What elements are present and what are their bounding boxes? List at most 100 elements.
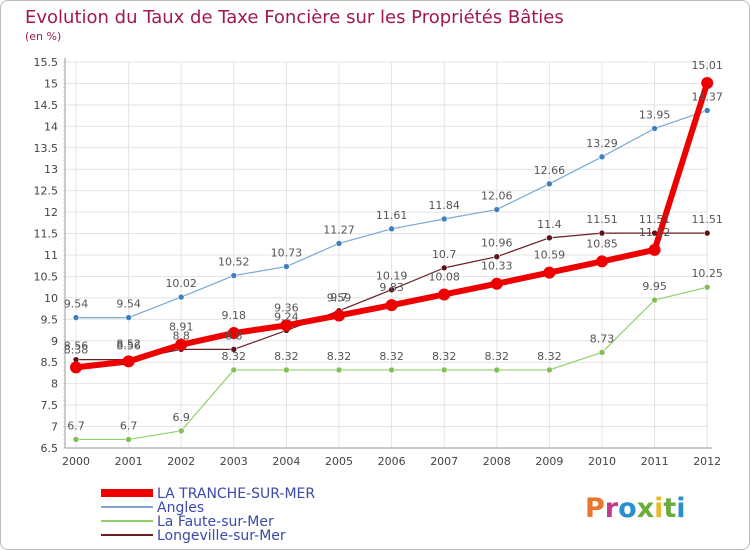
data-label: 12.66 [534, 164, 566, 177]
data-point [333, 309, 345, 322]
y-tick-label: 15.5 [34, 56, 59, 69]
data-label: 10.7 [432, 248, 457, 261]
data-label: 9.54 [116, 298, 141, 311]
data-label: 8.32 [379, 350, 404, 363]
data-label: 10.52 [218, 256, 250, 269]
y-tick-label: 12.5 [34, 185, 59, 198]
data-point [440, 264, 448, 272]
gridlines [65, 61, 708, 449]
data-point [598, 349, 606, 356]
x-tick-label: 2009 [535, 455, 563, 468]
y-tick-label: 10 [44, 292, 58, 305]
data-label: 9.24 [274, 310, 299, 323]
data-label: 13.29 [586, 137, 618, 150]
data-label: 6.7 [120, 419, 138, 432]
data-point [230, 346, 238, 353]
data-label: 8.73 [590, 332, 615, 345]
data-point [335, 366, 343, 374]
series-lines [70, 77, 714, 443]
data-label: 10.25 [691, 267, 723, 280]
legend-label: Angles [157, 500, 204, 516]
data-label: 9.95 [642, 280, 667, 293]
data-point [122, 355, 135, 368]
legend-label: LA TRANCHE-SUR-MER [157, 486, 315, 502]
y-tick-label: 8.5 [41, 356, 59, 369]
data-label: 11.61 [376, 209, 408, 222]
data-label: 10.02 [165, 277, 197, 290]
y-tick-label: 14.5 [34, 99, 59, 112]
data-point [125, 436, 132, 443]
data-label: 11.4 [537, 218, 562, 231]
data-point [72, 314, 80, 321]
data-point [546, 234, 553, 242]
data-label: 8.56 [116, 340, 141, 353]
y-tick-label: 7.5 [41, 399, 59, 412]
x-tick-label: 2005 [325, 455, 353, 468]
data-label: 8.32 [485, 350, 510, 363]
x-tick-label: 2006 [378, 455, 406, 468]
data-labels: 8.56 8.56 8.8 8.8 9.24 9.7 10.19 10.7 10.96 11.4 1… [64, 59, 723, 432]
data-label: 9.36 [274, 301, 299, 314]
data-point [227, 327, 240, 340]
data-point [388, 286, 395, 294]
data-point [230, 366, 238, 374]
x-tick-label: 2008 [483, 455, 511, 468]
data-label: 10.59 [534, 249, 566, 262]
data-label: 8.56 [64, 340, 89, 353]
data-point [703, 283, 711, 291]
data-label: 13.95 [639, 108, 671, 121]
data-label: 8.32 [432, 350, 457, 363]
data-label: 9.7 [330, 291, 348, 304]
data-label: 8.91 [169, 321, 194, 334]
legend-label: La Faute-sur-Mer [157, 514, 274, 530]
data-point [546, 366, 553, 374]
data-point [177, 427, 185, 435]
data-point [493, 206, 501, 213]
data-label: 11.27 [323, 223, 355, 236]
data-point [598, 229, 606, 237]
data-point [440, 366, 448, 374]
x-tick-label: 2012 [693, 455, 721, 468]
data-point [335, 240, 343, 247]
data-point [438, 288, 451, 301]
data-label: 15.01 [691, 59, 723, 72]
data-label: 9.59 [327, 291, 352, 304]
data-point [543, 266, 556, 279]
data-point [283, 366, 290, 374]
y-tick-label: 9 [51, 335, 58, 348]
data-point [493, 366, 501, 374]
data-label: 6.7 [67, 419, 85, 432]
y-tick-label: 11 [44, 249, 58, 262]
data-point [546, 180, 553, 188]
data-point [701, 77, 714, 90]
data-point [490, 277, 503, 290]
x-tick-label: 2000 [62, 455, 90, 468]
data-point [388, 366, 395, 374]
y-tick-label: 15 [44, 77, 58, 90]
y-tick-label: 9.5 [41, 313, 59, 326]
data-label: 8.52 [116, 337, 141, 350]
data-label: 8.32 [537, 350, 562, 363]
data-label: 8.8 [225, 329, 243, 342]
data-label: 10.33 [481, 260, 513, 273]
data-point [177, 293, 185, 301]
data-label: 11.84 [428, 199, 460, 212]
data-label: 11.51 [586, 213, 618, 226]
chart-title: Evolution du Taux de Taxe Foncière sur l… [25, 7, 564, 28]
data-label: 8.32 [327, 350, 352, 363]
data-point [440, 215, 448, 223]
y-tick-label: 13 [44, 163, 58, 176]
y-tick-label: 13.5 [34, 142, 59, 155]
data-label: 10.08 [428, 270, 460, 283]
chart-subtitle: (en %) [25, 30, 61, 43]
y-tick-label: 14 [44, 120, 58, 133]
data-label: 12.06 [481, 190, 513, 203]
data-label: 11.12 [639, 226, 671, 239]
x-tick-label: 2007 [430, 455, 458, 468]
y-tick-label: 10.5 [34, 270, 59, 283]
data-label: 8.38 [64, 343, 89, 356]
x-tick-label: 2004 [272, 455, 300, 468]
